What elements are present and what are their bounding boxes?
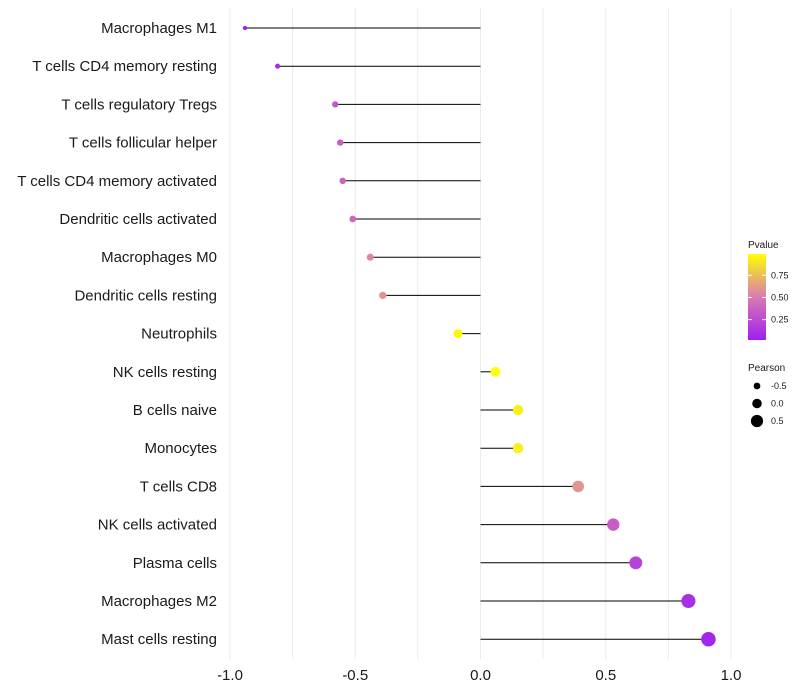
- lollipop-point: [339, 177, 346, 185]
- lollipop-point: [512, 443, 524, 454]
- colorbar-tick-label: 0.75: [771, 270, 789, 280]
- lollipop-point: [629, 556, 643, 570]
- category-label: Plasma cells: [133, 555, 217, 572]
- pearson-legend-title: Pearson: [748, 363, 785, 374]
- lollipop-point: [379, 291, 387, 300]
- category-label: Mast cells resting: [101, 631, 217, 648]
- lollipop-point: [681, 593, 696, 609]
- x-tick-label: -0.5: [342, 667, 368, 684]
- x-tick-label: 0.5: [595, 667, 616, 684]
- category-label: Monocytes: [144, 440, 217, 457]
- x-axis-tick-labels: -1.0 -0.5 0.0 0.5 1.0: [217, 667, 741, 684]
- lollipop-point: [349, 215, 357, 223]
- lollipop-point: [607, 518, 620, 531]
- lollipop-point: [242, 25, 248, 31]
- size-legend-label: 0.5: [771, 416, 784, 426]
- category-label: Macrophages M2: [101, 593, 217, 610]
- category-label: T cells regulatory Tregs: [61, 96, 217, 113]
- category-label: Dendritic cells activated: [59, 211, 217, 228]
- category-label: B cells naive: [133, 402, 217, 419]
- lollipop-points: [242, 25, 716, 647]
- category-label: T cells CD8: [140, 478, 217, 495]
- x-tick-label: -1.0: [217, 667, 243, 684]
- x-tick-label: 0.0: [470, 667, 491, 684]
- colorbar-tick-label: 0.50: [771, 292, 789, 302]
- lollipop-point: [366, 253, 374, 261]
- lollipop-point: [512, 404, 524, 416]
- category-label: Macrophages M1: [101, 20, 217, 37]
- pvalue-legend-title: Pvalue: [748, 240, 779, 251]
- size-legend-key: [750, 414, 764, 428]
- size-legend-label: 0.0: [771, 399, 784, 409]
- category-labels: Macrophages M1 T cells CD4 memory resting…: [17, 20, 217, 648]
- lollipop-point: [332, 101, 339, 108]
- x-tick-label: 1.0: [721, 667, 742, 684]
- size-legend-label: -0.5: [771, 381, 787, 391]
- lollipop-point: [572, 480, 585, 493]
- size-legend-key: [752, 398, 762, 409]
- pvalue-colorbar: [748, 254, 766, 340]
- category-label: T cells CD4 memory resting: [32, 58, 217, 75]
- lollipop-point: [701, 631, 716, 647]
- lollipop-stems: [245, 27, 709, 640]
- category-label: T cells CD4 memory activated: [17, 173, 217, 190]
- lollipop-point: [337, 139, 344, 146]
- category-label: NK cells resting: [113, 364, 217, 381]
- pvalue-legend: Pvalue 0.25 0.50 0.75: [748, 240, 789, 340]
- category-label: Dendritic cells resting: [74, 287, 217, 304]
- category-label: Neutrophils: [141, 326, 217, 343]
- lollipop-point: [275, 63, 281, 69]
- lollipop-point: [453, 329, 463, 339]
- colorbar-tick-label: 0.25: [771, 315, 789, 325]
- pearson-legend: Pearson -0.5 0.0 0.5: [748, 363, 787, 428]
- lollipop-point: [490, 366, 501, 377]
- category-label: T cells follicular helper: [69, 135, 217, 152]
- category-label: NK cells activated: [98, 517, 217, 534]
- category-label: Macrophages M0: [101, 249, 217, 266]
- size-legend-key: [753, 382, 761, 390]
